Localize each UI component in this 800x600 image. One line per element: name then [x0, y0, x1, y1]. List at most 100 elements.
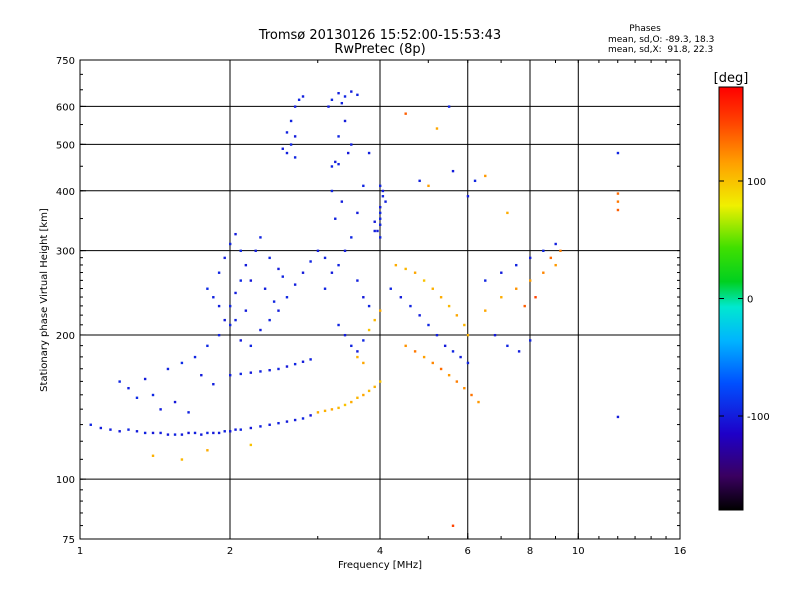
- colorbar-ticks: 100 0 -100: [719, 177, 770, 423]
- scatter-point: [381, 195, 385, 198]
- y-tick-label: 75: [62, 535, 75, 546]
- scatter-point: [343, 249, 347, 253]
- scatter-point: [249, 426, 253, 430]
- scatter-point: [373, 229, 376, 233]
- scatter-point: [330, 408, 334, 411]
- scatter-point: [616, 200, 620, 203]
- scatter-point: [281, 147, 284, 150]
- scatter-point: [362, 393, 365, 397]
- scatter-point: [285, 365, 289, 368]
- y-tick-label: 300: [56, 247, 75, 258]
- scatter-point: [506, 344, 509, 348]
- scatter-point: [337, 263, 340, 267]
- scatter-point: [422, 355, 426, 359]
- scatter-point: [327, 105, 330, 108]
- y-tick-label: 750: [56, 56, 75, 67]
- scatter-point: [217, 304, 221, 308]
- scatter-point: [404, 112, 407, 115]
- x-tick-label: 2: [227, 546, 233, 557]
- scatter-point: [285, 296, 289, 299]
- scatter-point: [381, 189, 385, 193]
- scatter-point: [477, 400, 480, 404]
- scatter-point: [289, 143, 293, 146]
- scatter-point: [109, 428, 112, 431]
- scatter-point: [350, 143, 353, 146]
- scatter-point: [239, 249, 242, 253]
- axis-ticks: 1 2 4 6 8 10 16 75 100 200 300 400 500 600 750: [56, 56, 686, 557]
- scatter-point: [217, 333, 221, 337]
- scatter-point: [330, 98, 334, 101]
- scatter-point: [337, 323, 340, 327]
- scatter-point: [350, 90, 353, 93]
- scatter-point: [447, 304, 451, 308]
- scatter-point: [515, 287, 518, 290]
- scatter-point: [373, 220, 376, 223]
- scatter-point: [234, 318, 237, 322]
- scatter-point: [384, 200, 387, 203]
- scatter-point: [379, 211, 382, 215]
- scatter-point: [244, 263, 248, 267]
- scatter-point: [166, 433, 170, 436]
- scatter-point: [223, 430, 226, 433]
- scatter-point: [356, 93, 359, 97]
- scatter-point: [559, 249, 562, 253]
- scatter-point: [451, 524, 455, 527]
- chart-subtitle: RwPretec (8p): [334, 42, 425, 57]
- scatter-point: [350, 344, 353, 348]
- scatter-point: [277, 367, 280, 371]
- scatter-point: [151, 393, 155, 397]
- scatter-point: [293, 156, 297, 159]
- scatter-point: [506, 211, 509, 215]
- scatter-point: [379, 223, 382, 226]
- colorbar-tick-label: 0: [747, 295, 753, 306]
- scatter-point: [367, 304, 371, 308]
- scatter-point: [206, 344, 209, 348]
- scatter-point: [484, 279, 487, 282]
- scatter-point: [529, 256, 532, 260]
- scatter-point: [500, 271, 503, 274]
- y-tick-label: 600: [56, 102, 75, 113]
- scatter-point: [330, 165, 334, 168]
- scatter-point: [340, 200, 344, 203]
- scatter-point: [212, 296, 215, 299]
- scatter-point: [337, 406, 340, 410]
- scatter-point: [422, 279, 426, 282]
- scatter-point: [350, 400, 353, 404]
- scatter-point: [166, 367, 170, 371]
- scatter-point: [127, 428, 130, 431]
- scatter-point: [268, 318, 271, 322]
- scatter-point: [394, 263, 398, 267]
- phase-info-title: Phases: [629, 24, 661, 34]
- scatter-point: [427, 184, 430, 188]
- scatter-point: [418, 179, 421, 183]
- scatter-point: [118, 380, 121, 383]
- scatter-point: [379, 205, 382, 209]
- scatter-point: [455, 314, 459, 317]
- colorbar-tick-label: -100: [747, 412, 770, 423]
- scatter-point: [473, 179, 477, 183]
- scatter-point: [239, 372, 242, 376]
- scatter-point: [193, 355, 197, 359]
- scatter-point: [301, 271, 305, 274]
- scatter-point: [249, 371, 253, 374]
- scatter-point: [206, 449, 209, 452]
- scatter-point: [379, 309, 382, 312]
- scatter-point: [143, 377, 147, 381]
- scatter-point: [459, 355, 462, 359]
- x-tick-label: 4: [377, 546, 383, 557]
- scatter-point: [234, 291, 237, 295]
- scatter-point: [447, 105, 451, 108]
- x-tick-label: 1: [77, 546, 83, 557]
- scatter-point: [118, 430, 121, 433]
- scatter-point: [135, 430, 139, 433]
- y-tick-label: 500: [56, 140, 75, 151]
- scatter-point: [234, 232, 237, 236]
- scatter-point: [413, 350, 417, 353]
- scatter-point: [616, 151, 620, 155]
- x-tick-label: 16: [674, 546, 687, 557]
- y-tick-label: 100: [56, 475, 75, 486]
- phase-info-o: mean, sd,O: -89.3, 18.3: [608, 35, 714, 45]
- scatter-point: [285, 420, 289, 423]
- scatter-point: [239, 339, 242, 342]
- scatter-point: [376, 229, 379, 233]
